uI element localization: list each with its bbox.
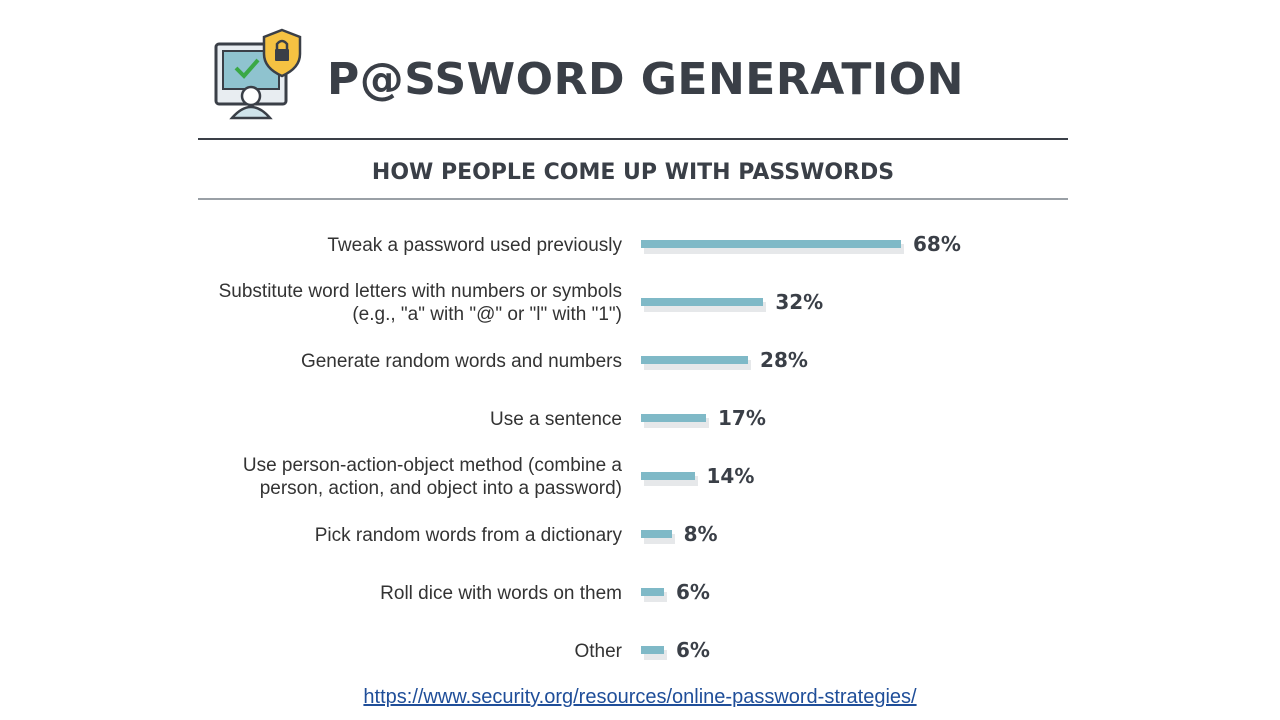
bar xyxy=(641,472,695,480)
computer-lock-icon xyxy=(214,28,302,120)
bar xyxy=(641,414,706,422)
title-divider xyxy=(198,138,1068,140)
password-methods-bar-chart: Tweak a password used previously 68% Subst… xyxy=(198,216,1068,676)
bar-shadow xyxy=(644,418,709,428)
bar-value-label: 17% xyxy=(718,406,766,430)
category-label: Tweak a password used previously xyxy=(327,234,622,257)
bar xyxy=(641,240,901,248)
bar-shadow xyxy=(644,244,904,254)
bar-value-label: 68% xyxy=(913,232,961,256)
bar-wrap xyxy=(641,646,973,660)
bar-shadow xyxy=(644,360,752,370)
bar-value-label: 28% xyxy=(760,348,808,372)
bar-wrap xyxy=(641,298,973,312)
bar-wrap xyxy=(641,356,973,370)
bar-value-label: 14% xyxy=(706,464,755,488)
bar-wrap xyxy=(641,530,973,544)
category-label-line: person, action, and object into a passwo… xyxy=(259,478,622,499)
bar-shadow xyxy=(644,592,667,602)
category-label-line: (e.g., "a" with "@" or "l" with "1") xyxy=(352,304,622,325)
bar-value-label: 8% xyxy=(683,522,718,546)
bar xyxy=(641,646,664,654)
bar-shadow xyxy=(644,534,675,544)
bar-shadow xyxy=(644,650,667,660)
category-label-line: Use a sentence xyxy=(489,408,622,430)
bar-shadow xyxy=(644,302,767,312)
bar xyxy=(641,588,664,596)
category-label-line: Pick random words from a dictionary xyxy=(314,524,622,546)
bar-value-label: 32% xyxy=(775,290,824,314)
bar-value-label: 6% xyxy=(675,580,710,604)
chart-title: HOW PEOPLE COME UP WITH PASSWORDS xyxy=(371,160,895,185)
bar xyxy=(641,530,672,538)
category-label: Generate random words and numbers xyxy=(301,350,622,373)
subtitle-divider xyxy=(198,198,1068,200)
source-link[interactable]: https://www.security.org/resources/onlin… xyxy=(363,686,917,708)
bar-wrap xyxy=(641,414,973,428)
category-label-line: Substitute word letters with numbers or … xyxy=(218,281,622,302)
category-label-line: Tweak a password used previously xyxy=(327,234,622,256)
bar-wrap xyxy=(641,240,973,254)
category-label: Pick random words from a dictionary xyxy=(315,524,622,547)
category-label-line: Use person-action-object method (combine… xyxy=(242,455,622,476)
category-label: Substitute word letters with numbers or … xyxy=(219,280,622,326)
bar xyxy=(641,356,749,364)
category-label-line: Other xyxy=(574,640,622,662)
category-label: Roll dice with words on them xyxy=(380,582,622,605)
category-label: Use person-action-object method (combine… xyxy=(243,454,622,500)
bar xyxy=(641,298,764,306)
bar-shadow xyxy=(644,476,698,486)
category-label: Other xyxy=(574,640,622,663)
page-title: P@SSWORD GENERATION xyxy=(327,54,964,105)
category-label-line: Roll dice with words on them xyxy=(380,582,622,604)
category-label: Use a sentence xyxy=(490,408,622,431)
bar-wrap xyxy=(641,472,973,486)
bar-wrap xyxy=(641,588,973,602)
bar-value-label: 6% xyxy=(675,638,710,662)
category-label-line: Generate random words and numbers xyxy=(300,350,622,372)
